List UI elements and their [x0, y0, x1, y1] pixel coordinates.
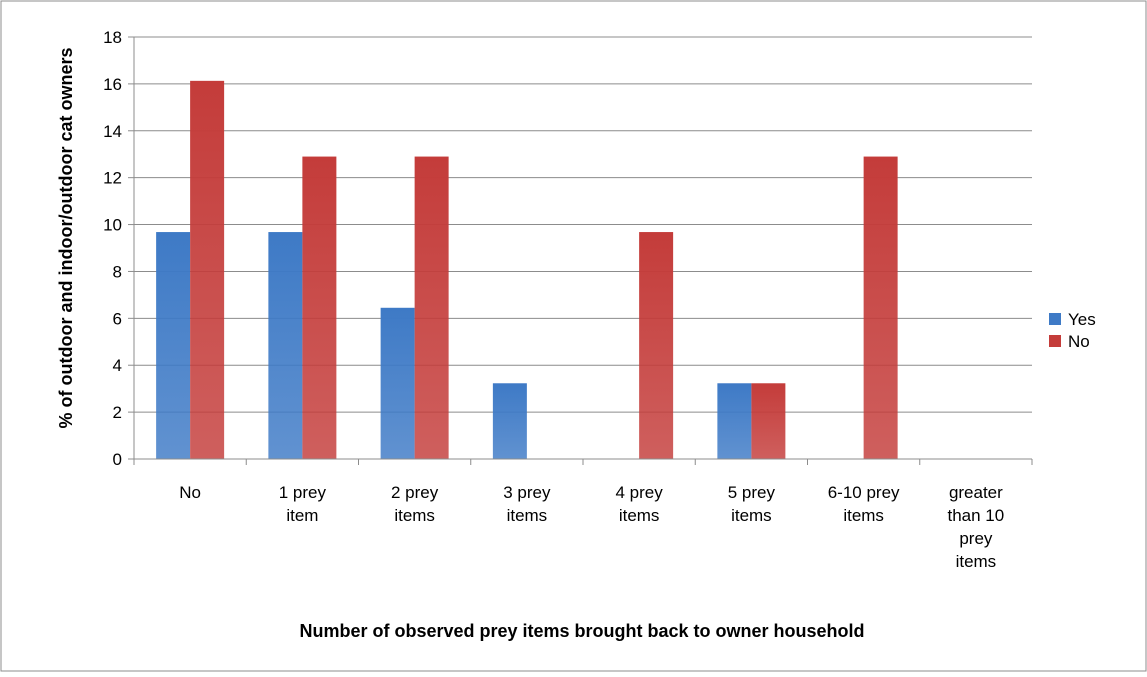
bar-no-1 [302, 156, 337, 460]
bar-yes-0 [156, 232, 191, 459]
bar-no-4 [639, 232, 674, 459]
x-tick-label: 1 prey item [279, 483, 327, 525]
y-tick-label: 4 [113, 356, 122, 375]
bar-yes-3 [492, 383, 527, 459]
y-axis-title: % of outdoor and indoor/outdoor cat owne… [56, 48, 76, 429]
x-tick-label: 6-10 prey items [828, 483, 900, 525]
x-axis-title: Number of observed prey items brought ba… [299, 621, 864, 641]
legend-label-no: No [1068, 332, 1090, 351]
x-tick-label: greater than 10 prey items [948, 483, 1005, 571]
y-tick-label: 6 [113, 309, 122, 328]
y-tick-label: 8 [113, 262, 122, 281]
y-tick-label: 18 [103, 28, 122, 47]
x-tick-label: 5 prey items [728, 483, 776, 525]
bar-yes-5 [717, 383, 752, 459]
bars [156, 80, 898, 460]
bar-no-5 [751, 383, 786, 459]
x-tick-label: 2 prey items [391, 483, 439, 525]
legend: Yes No [1049, 310, 1096, 351]
bar-yes-1 [268, 232, 303, 459]
y-tick-label: 2 [113, 403, 122, 422]
tick-labels: 0 2 4 6 8 10 12 14 16 18 No 1 prey item 2 prey items 3 … [103, 28, 1004, 571]
bar-no-2 [414, 156, 449, 460]
bar-yes-2 [380, 307, 415, 459]
x-tick-label: No [179, 483, 201, 502]
x-tick-label: 3 prey items [503, 483, 551, 525]
bar-no-0 [190, 80, 225, 459]
legend-swatch-no [1049, 335, 1061, 347]
y-tick-label: 10 [103, 216, 122, 235]
y-tick-label: 12 [103, 169, 122, 188]
y-tick-label: 0 [113, 450, 122, 469]
legend-label-yes: Yes [1068, 310, 1096, 329]
legend-swatch-yes [1049, 313, 1061, 325]
y-tick-label: 16 [103, 75, 122, 94]
x-tick-label: 4 prey items [616, 483, 664, 525]
axes [128, 36, 1033, 465]
bar-no-6 [863, 156, 898, 460]
y-tick-label: 14 [103, 122, 122, 141]
